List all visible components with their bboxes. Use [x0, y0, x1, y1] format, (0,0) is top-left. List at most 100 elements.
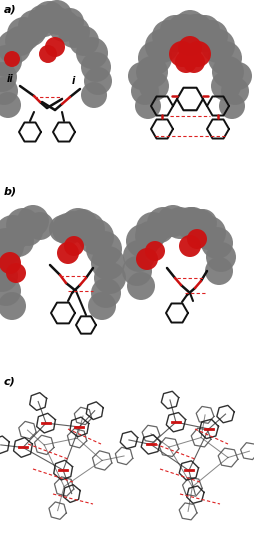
Circle shape [219, 93, 245, 119]
Circle shape [17, 205, 49, 237]
Circle shape [136, 248, 158, 270]
Circle shape [135, 93, 161, 119]
Circle shape [91, 246, 125, 280]
Circle shape [206, 242, 236, 272]
Circle shape [5, 26, 35, 56]
Circle shape [71, 212, 105, 246]
Circle shape [179, 235, 201, 257]
Circle shape [164, 24, 192, 52]
Circle shape [122, 256, 152, 286]
Circle shape [49, 215, 77, 243]
Circle shape [0, 260, 18, 292]
Circle shape [138, 41, 172, 75]
Circle shape [212, 56, 244, 88]
Circle shape [84, 67, 112, 95]
Circle shape [135, 221, 165, 251]
Circle shape [78, 219, 114, 255]
Circle shape [123, 240, 155, 272]
Circle shape [45, 37, 65, 57]
Circle shape [57, 242, 79, 264]
Circle shape [182, 209, 216, 243]
Circle shape [185, 41, 211, 67]
Circle shape [0, 77, 18, 105]
Circle shape [0, 45, 22, 77]
Circle shape [183, 51, 205, 73]
Circle shape [0, 244, 20, 278]
Circle shape [224, 62, 252, 90]
Circle shape [13, 216, 43, 246]
Circle shape [69, 209, 97, 237]
Circle shape [146, 215, 174, 243]
Circle shape [6, 208, 40, 242]
Text: c): c) [4, 376, 16, 386]
Circle shape [160, 15, 190, 45]
Circle shape [33, 1, 65, 33]
Circle shape [175, 26, 205, 56]
Circle shape [128, 62, 156, 90]
Circle shape [157, 205, 189, 237]
Circle shape [0, 215, 31, 251]
Circle shape [187, 229, 207, 249]
Text: a): a) [4, 4, 17, 14]
Circle shape [0, 252, 21, 274]
Circle shape [76, 37, 108, 69]
Circle shape [88, 292, 116, 320]
Circle shape [18, 10, 50, 42]
Circle shape [147, 207, 179, 239]
Circle shape [139, 71, 169, 101]
Circle shape [42, 0, 72, 30]
Circle shape [18, 18, 46, 46]
Circle shape [152, 20, 184, 52]
Circle shape [127, 272, 155, 300]
Circle shape [174, 10, 206, 42]
Text: b): b) [4, 187, 17, 197]
Text: i: i [72, 76, 75, 86]
Circle shape [0, 228, 24, 264]
Circle shape [164, 207, 196, 239]
Circle shape [184, 14, 212, 42]
Circle shape [0, 92, 21, 118]
Circle shape [4, 51, 20, 67]
Circle shape [56, 8, 84, 36]
Circle shape [64, 236, 84, 256]
Circle shape [170, 14, 200, 44]
Circle shape [196, 20, 228, 52]
Circle shape [44, 7, 72, 35]
Circle shape [86, 231, 122, 267]
Circle shape [175, 51, 197, 73]
Circle shape [59, 211, 87, 239]
Circle shape [131, 77, 159, 105]
Circle shape [7, 17, 41, 51]
Circle shape [81, 52, 111, 82]
Circle shape [136, 56, 168, 88]
Circle shape [0, 292, 26, 320]
Circle shape [29, 7, 59, 37]
Circle shape [211, 71, 241, 101]
Circle shape [0, 276, 21, 306]
Circle shape [145, 241, 165, 261]
Circle shape [0, 62, 17, 92]
Circle shape [6, 263, 26, 283]
Circle shape [52, 213, 84, 245]
Circle shape [168, 14, 196, 42]
Circle shape [26, 212, 54, 240]
Circle shape [189, 209, 217, 237]
Circle shape [58, 16, 90, 48]
Circle shape [69, 26, 99, 56]
Circle shape [145, 29, 179, 63]
Circle shape [61, 208, 95, 242]
Circle shape [221, 77, 249, 105]
Circle shape [94, 262, 126, 294]
Circle shape [190, 15, 220, 45]
Circle shape [174, 207, 206, 239]
Circle shape [136, 212, 170, 246]
Circle shape [169, 41, 195, 67]
Circle shape [178, 36, 202, 60]
Circle shape [180, 14, 210, 44]
Circle shape [126, 224, 160, 258]
Circle shape [48, 10, 80, 42]
Circle shape [28, 5, 56, 33]
Circle shape [188, 24, 216, 52]
Circle shape [201, 29, 235, 63]
Circle shape [91, 278, 121, 308]
